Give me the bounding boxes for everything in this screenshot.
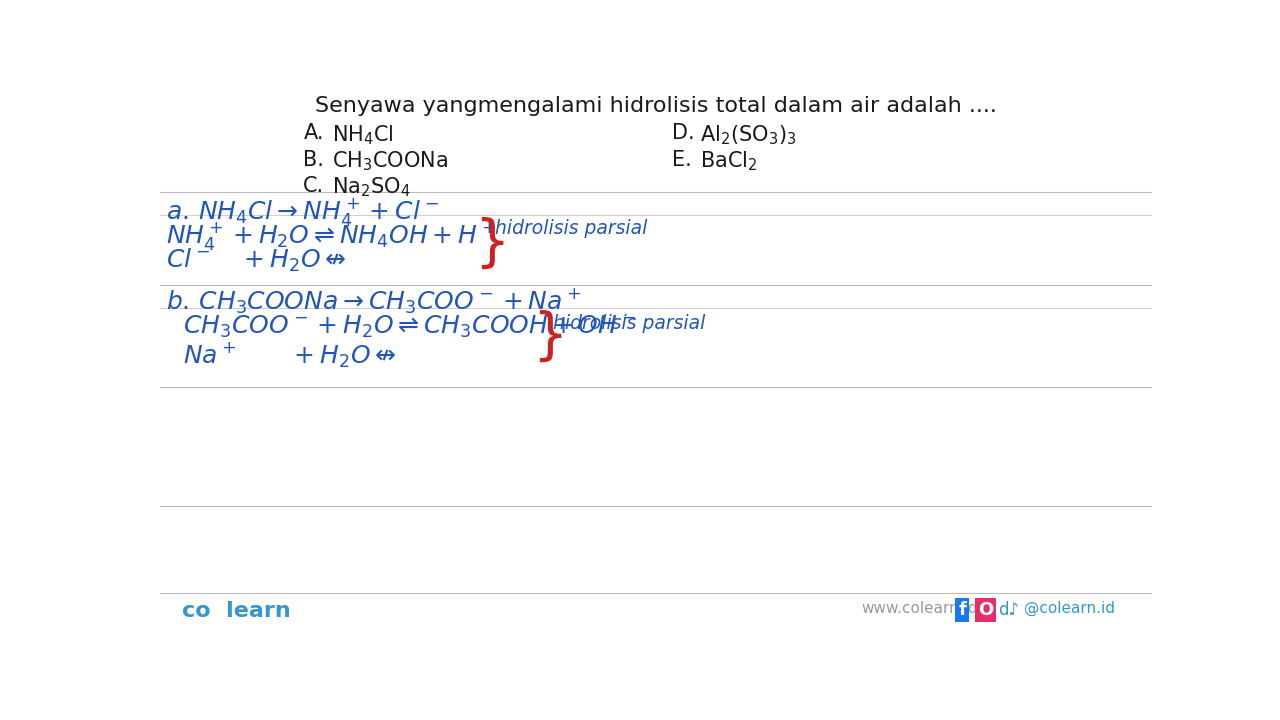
Text: E.: E. <box>672 150 691 169</box>
Text: $CH_3COO^-+H_2O\rightleftharpoons CH_3COOH+OH^-$: $CH_3COO^-+H_2O\rightleftharpoons CH_3CO… <box>183 313 636 340</box>
Text: Senyawa yangmengalami hidrolisis total dalam air adalah ....: Senyawa yangmengalami hidrolisis total d… <box>315 96 997 116</box>
Text: hidrolisis parsial: hidrolisis parsial <box>553 313 705 333</box>
Text: f: f <box>959 600 966 618</box>
Text: $Cl^-\quad+H_2O\nleftrightarrow$: $Cl^-\quad+H_2O\nleftrightarrow$ <box>166 246 347 274</box>
Text: A.: A. <box>303 123 324 143</box>
Text: www.colearn.id: www.colearn.id <box>861 600 978 616</box>
Text: B.: B. <box>303 150 324 169</box>
Text: $Na^+\qquad+H_2O\nleftrightarrow$: $Na^+\qquad+H_2O\nleftrightarrow$ <box>183 341 397 369</box>
Text: $\mathdefault{BaCl_2}$: $\mathdefault{BaCl_2}$ <box>700 150 758 173</box>
Text: $NH_4^++H_2O\rightleftharpoons NH_4OH+H^+$: $NH_4^++H_2O\rightleftharpoons NH_4OH+H^… <box>166 220 497 253</box>
Text: $\mathdefault{CH_3COONa}$: $\mathdefault{CH_3COONa}$ <box>332 150 448 173</box>
Text: co  learn: co learn <box>182 600 291 621</box>
Text: $\mathdefault{NH_4Cl}$: $\mathdefault{NH_4Cl}$ <box>332 123 394 147</box>
Text: D.: D. <box>672 123 694 143</box>
Text: O: O <box>978 600 993 618</box>
Text: $\mathdefault{Al_2(SO_3)_3}$: $\mathdefault{Al_2(SO_3)_3}$ <box>700 123 796 147</box>
Text: C.: C. <box>303 176 325 196</box>
Text: $\mathdefault{Na_2SO_4}$: $\mathdefault{Na_2SO_4}$ <box>332 176 411 199</box>
Text: $b.\,CH_3COONa\rightarrow CH_3COO^-+Na^+$: $b.\,CH_3COONa\rightarrow CH_3COO^-+Na^+… <box>166 287 581 316</box>
Text: d♪: d♪ <box>998 600 1019 618</box>
Text: }: } <box>532 310 567 364</box>
Text: @colearn.id: @colearn.id <box>1024 600 1115 616</box>
Text: $a.\,NH_4Cl\rightarrow NH_4^++Cl^-$: $a.\,NH_4Cl\rightarrow NH_4^++Cl^-$ <box>166 196 439 228</box>
Text: hidrolisis parsial: hidrolisis parsial <box>495 219 648 238</box>
Text: }: } <box>474 217 509 271</box>
